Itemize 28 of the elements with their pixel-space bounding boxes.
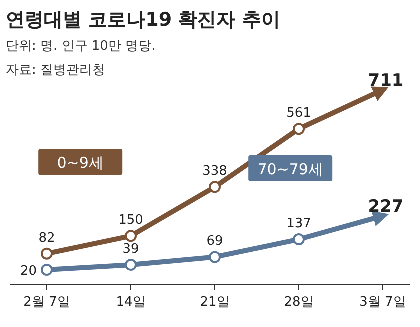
data-label: 20 (20, 264, 37, 279)
point (125, 259, 137, 272)
x-tick-label: 3월 7일 (360, 295, 406, 310)
data-label: 39 (122, 242, 140, 258)
data-label: 150 (118, 213, 144, 228)
data-label: 82 (38, 230, 56, 246)
data-label: 227 (368, 197, 404, 218)
chart-title: 연령대별 코로나19 확진자 추이 (6, 9, 280, 31)
data-label: 69 (206, 234, 224, 250)
x-tick-label: 2월 7일 (24, 295, 70, 310)
text: 70~79세 (258, 160, 324, 179)
point (293, 234, 305, 246)
x-tick-label: 21일 (200, 295, 230, 310)
point (209, 251, 221, 264)
point (125, 230, 137, 242)
text: 자료: 질병관리청 (6, 63, 106, 78)
x-tick-label: 28일 (284, 295, 314, 310)
point (293, 123, 305, 136)
data-label: 561 (286, 106, 312, 122)
x-tick-label: 14일 (116, 295, 146, 310)
text: 0~9세 (57, 154, 104, 172)
data-label: 137 (286, 216, 312, 232)
chart-subtitle: 단위: 명. 인구 10만 명당. (6, 39, 156, 54)
data-label: 338 (202, 164, 228, 180)
data-label: 711 (368, 71, 404, 91)
point (41, 264, 53, 276)
point (209, 181, 221, 194)
point (41, 248, 53, 260)
